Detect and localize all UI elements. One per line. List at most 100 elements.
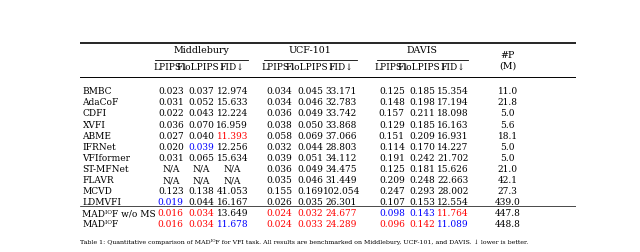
Text: 0.034: 0.034 [266, 98, 292, 107]
Text: 0.142: 0.142 [410, 219, 435, 229]
Text: 0.046: 0.046 [297, 175, 323, 184]
Text: ABME: ABME [83, 131, 111, 140]
Text: 33.742: 33.742 [326, 109, 357, 118]
Text: 0.023: 0.023 [158, 87, 184, 96]
Text: 42.1: 42.1 [497, 175, 518, 184]
Text: 12.974: 12.974 [216, 87, 248, 96]
Text: 0.157: 0.157 [379, 109, 405, 118]
Text: MADᴵᴼF w/o MS: MADᴵᴼF w/o MS [83, 209, 156, 217]
Text: 0.036: 0.036 [266, 109, 292, 118]
Text: 5.0: 5.0 [500, 142, 515, 151]
Text: 447.8: 447.8 [495, 209, 520, 217]
Text: 0.181: 0.181 [410, 164, 435, 173]
Text: FloLPIPS↓: FloLPIPS↓ [285, 63, 335, 72]
Text: MADᴵᴼF: MADᴵᴼF [83, 219, 119, 229]
Text: 0.153: 0.153 [410, 198, 435, 206]
Text: 0.065: 0.065 [189, 153, 214, 162]
Text: 0.052: 0.052 [189, 98, 214, 107]
Text: 15.633: 15.633 [216, 98, 248, 107]
Text: 15.626: 15.626 [437, 164, 468, 173]
Text: 0.170: 0.170 [410, 142, 435, 151]
Text: 0.044: 0.044 [297, 142, 323, 151]
Text: 0.125: 0.125 [379, 164, 404, 173]
Text: 0.125: 0.125 [379, 87, 404, 96]
Text: 0.033: 0.033 [298, 219, 323, 229]
Text: 0.096: 0.096 [379, 219, 404, 229]
Text: FID↓: FID↓ [329, 63, 354, 72]
Text: 0.034: 0.034 [189, 219, 214, 229]
Text: 0.050: 0.050 [297, 120, 323, 129]
Text: 33.868: 33.868 [326, 120, 357, 129]
Text: 0.043: 0.043 [189, 109, 214, 118]
Text: 32.783: 32.783 [326, 98, 357, 107]
Text: UCF-101: UCF-101 [289, 46, 332, 55]
Text: 21.8: 21.8 [497, 98, 518, 107]
Text: FLAVR: FLAVR [83, 175, 114, 184]
Text: 5.6: 5.6 [500, 120, 515, 129]
Text: 439.0: 439.0 [495, 198, 520, 206]
Text: 0.031: 0.031 [158, 153, 184, 162]
Text: 0.038: 0.038 [266, 120, 292, 129]
Text: 13.649: 13.649 [216, 209, 248, 217]
Text: 11.678: 11.678 [216, 219, 248, 229]
Text: 16.167: 16.167 [216, 198, 248, 206]
Text: 16.931: 16.931 [437, 131, 468, 140]
Text: 0.024: 0.024 [266, 209, 292, 217]
Text: LPIPS↓: LPIPS↓ [153, 63, 189, 72]
Text: 27.3: 27.3 [498, 186, 518, 195]
Text: 0.058: 0.058 [266, 131, 292, 140]
Text: 0.248: 0.248 [410, 175, 435, 184]
Text: 0.035: 0.035 [266, 175, 292, 184]
Text: ST-MFNet: ST-MFNet [83, 164, 129, 173]
Text: 0.036: 0.036 [266, 164, 292, 173]
Text: 22.663: 22.663 [437, 175, 468, 184]
Text: 37.066: 37.066 [326, 131, 357, 140]
Text: 0.198: 0.198 [410, 98, 435, 107]
Text: 28.002: 28.002 [437, 186, 468, 195]
Text: 0.143: 0.143 [410, 209, 435, 217]
Text: 0.185: 0.185 [409, 120, 435, 129]
Text: 21.702: 21.702 [437, 153, 468, 162]
Text: MCVD: MCVD [83, 186, 113, 195]
Text: 24.677: 24.677 [326, 209, 357, 217]
Text: 18.1: 18.1 [497, 131, 518, 140]
Text: FloLPIPS↓: FloLPIPS↓ [177, 63, 227, 72]
Text: 0.019: 0.019 [158, 198, 184, 206]
Text: 28.803: 28.803 [326, 142, 357, 151]
Text: 0.037: 0.037 [189, 87, 214, 96]
Text: 0.031: 0.031 [158, 98, 184, 107]
Text: 0.032: 0.032 [266, 142, 292, 151]
Text: XVFI: XVFI [83, 120, 106, 129]
Text: 34.112: 34.112 [326, 153, 357, 162]
Text: 0.209: 0.209 [379, 175, 404, 184]
Text: 5.0: 5.0 [500, 109, 515, 118]
Text: 0.039: 0.039 [189, 142, 214, 151]
Text: 0.020: 0.020 [158, 142, 184, 151]
Text: 33.171: 33.171 [326, 87, 357, 96]
Text: 0.069: 0.069 [297, 131, 323, 140]
Text: 0.032: 0.032 [298, 209, 323, 217]
Text: N/A: N/A [223, 164, 241, 173]
Text: 0.051: 0.051 [297, 153, 323, 162]
Text: 0.027: 0.027 [158, 131, 184, 140]
Text: AdaCoF: AdaCoF [83, 98, 119, 107]
Text: 0.039: 0.039 [266, 153, 292, 162]
Text: 0.016: 0.016 [158, 209, 184, 217]
Text: 0.098: 0.098 [379, 209, 404, 217]
Text: 0.034: 0.034 [266, 87, 292, 96]
Text: 16.959: 16.959 [216, 120, 248, 129]
Text: BMBC: BMBC [83, 87, 112, 96]
Text: 26.301: 26.301 [326, 198, 357, 206]
Text: 0.022: 0.022 [158, 109, 184, 118]
Text: 12.224: 12.224 [217, 109, 248, 118]
Text: 0.016: 0.016 [158, 219, 184, 229]
Text: 11.0: 11.0 [497, 87, 518, 96]
Text: 41.053: 41.053 [216, 186, 248, 195]
Text: 0.036: 0.036 [158, 120, 184, 129]
Text: 0.211: 0.211 [410, 109, 435, 118]
Text: N/A: N/A [193, 164, 210, 173]
Text: 17.194: 17.194 [437, 98, 468, 107]
Text: N/A: N/A [223, 175, 241, 184]
Text: 34.475: 34.475 [325, 164, 357, 173]
Text: 0.242: 0.242 [410, 153, 435, 162]
